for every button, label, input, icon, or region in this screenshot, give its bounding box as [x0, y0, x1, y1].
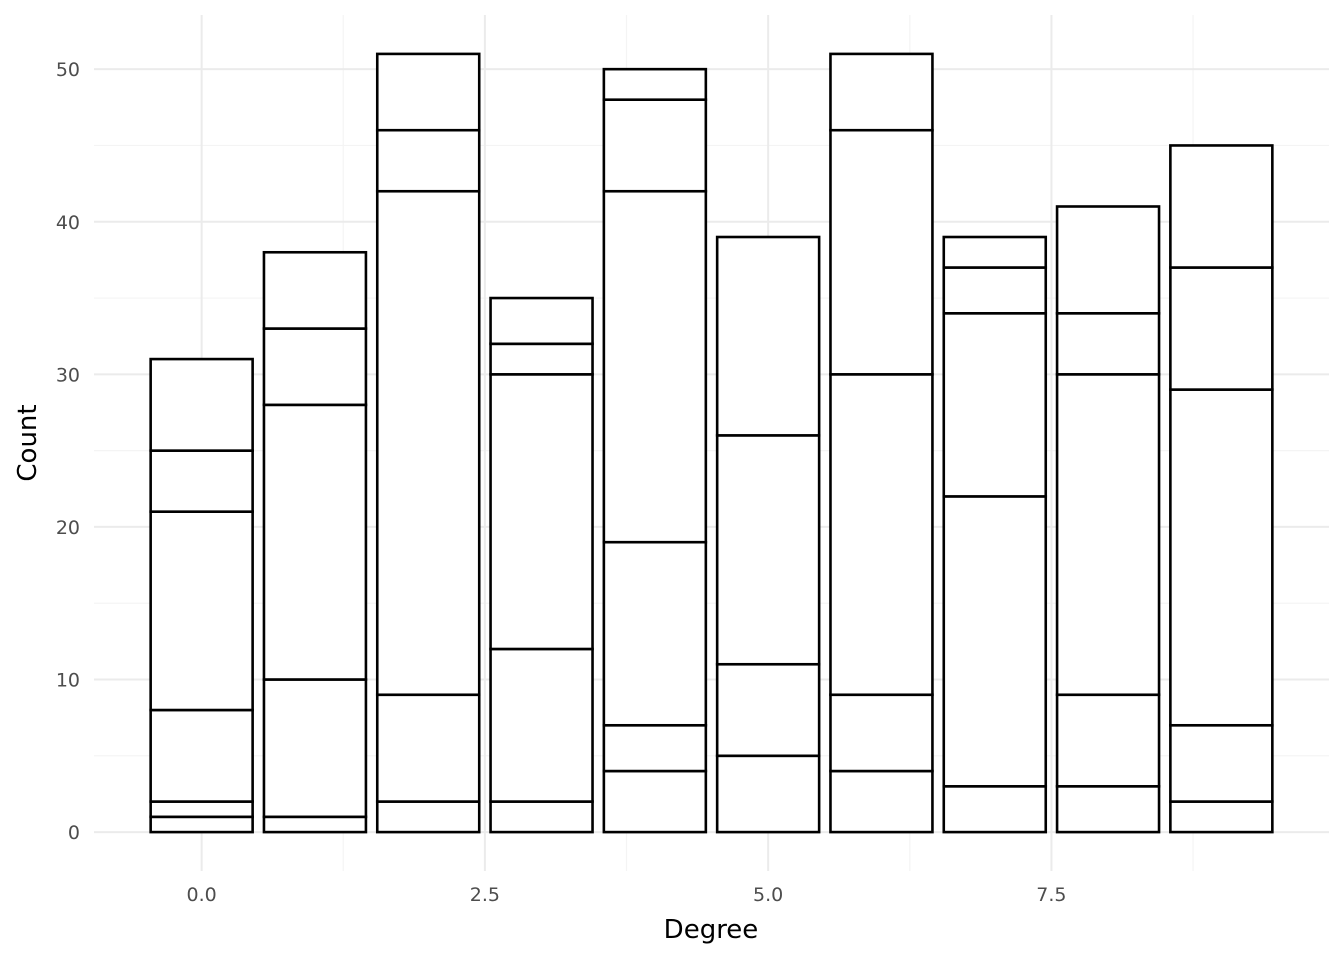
bar-segment — [602, 67, 708, 101]
bar-segment — [942, 495, 1048, 788]
bar-segment — [149, 357, 254, 452]
bar-segment — [262, 327, 368, 407]
x-tick-label: 2.5 — [470, 884, 500, 906]
bar — [262, 250, 368, 834]
bar-segment — [149, 510, 254, 712]
bar — [942, 235, 1048, 834]
bar-segment — [715, 434, 821, 666]
bar-segment — [942, 235, 1048, 269]
bar — [602, 67, 708, 834]
bar-segment — [715, 662, 821, 758]
bar-segment — [149, 708, 254, 803]
bar-segment — [262, 250, 368, 330]
bar-segment — [489, 342, 594, 376]
y-axis-ticks: 0 10 20 30 40 50 — [56, 59, 80, 844]
bar-segment — [1169, 723, 1274, 803]
bar-segment — [602, 769, 708, 834]
y-tick-label: 20 — [56, 517, 80, 539]
bar-segment — [149, 815, 254, 834]
bar-segment — [1055, 693, 1161, 788]
x-tick-label: 7.5 — [1036, 884, 1066, 906]
bar — [149, 357, 254, 834]
bar — [489, 296, 594, 834]
bar-segment — [489, 647, 594, 803]
bar-segment — [1169, 388, 1274, 727]
bar-segment — [715, 754, 821, 834]
bar — [829, 52, 934, 834]
bar-segment — [942, 785, 1048, 834]
bar-segment — [1169, 144, 1274, 269]
bar-segment — [1055, 205, 1161, 315]
bar-segment — [489, 800, 594, 834]
bar-segment — [262, 678, 368, 819]
bar-segment — [262, 403, 368, 681]
bar-segment — [149, 800, 254, 819]
bar-segment — [942, 312, 1048, 498]
bar-segment — [602, 189, 708, 544]
y-tick-label: 40 — [56, 212, 80, 234]
bar-segment — [1169, 266, 1274, 391]
y-tick-label: 30 — [56, 364, 80, 386]
bar-segment — [1169, 800, 1274, 834]
y-tick-label: 10 — [56, 670, 80, 692]
bar-segment — [489, 296, 594, 346]
bar — [1055, 205, 1161, 834]
x-axis-title: Degree — [664, 915, 759, 945]
bar-segment — [602, 540, 708, 727]
x-tick-label: 5.0 — [753, 884, 783, 906]
x-axis-ticks: 0.0 2.5 5.0 7.5 — [187, 884, 1067, 906]
y-axis-title: Count — [13, 404, 43, 481]
y-tick-label: 0 — [68, 822, 80, 844]
bar — [375, 52, 481, 834]
bar — [1169, 144, 1274, 834]
bar — [715, 235, 821, 834]
x-tick-label: 0.0 — [187, 884, 217, 906]
bar-segment — [375, 693, 481, 803]
bar-segment — [375, 128, 481, 193]
bar-segment — [829, 52, 934, 132]
bar-segment — [149, 449, 254, 513]
bar-segment — [829, 373, 934, 697]
bars-layer — [149, 52, 1274, 834]
bar-segment — [375, 52, 481, 132]
bar-segment — [1055, 373, 1161, 697]
bar-segment — [262, 815, 368, 834]
bar-segment — [829, 128, 934, 376]
bar-segment — [942, 266, 1048, 315]
bar-segment — [715, 235, 821, 437]
bar-segment — [1055, 312, 1161, 376]
bar-segment — [375, 800, 481, 834]
bar-segment — [602, 723, 708, 773]
bar-segment — [829, 693, 934, 773]
bar-segment — [375, 189, 481, 697]
bar-segment — [829, 769, 934, 834]
bar-segment — [489, 373, 594, 651]
bar-segment — [1055, 785, 1161, 834]
bar-segment — [602, 98, 708, 193]
y-tick-label: 50 — [56, 59, 80, 81]
